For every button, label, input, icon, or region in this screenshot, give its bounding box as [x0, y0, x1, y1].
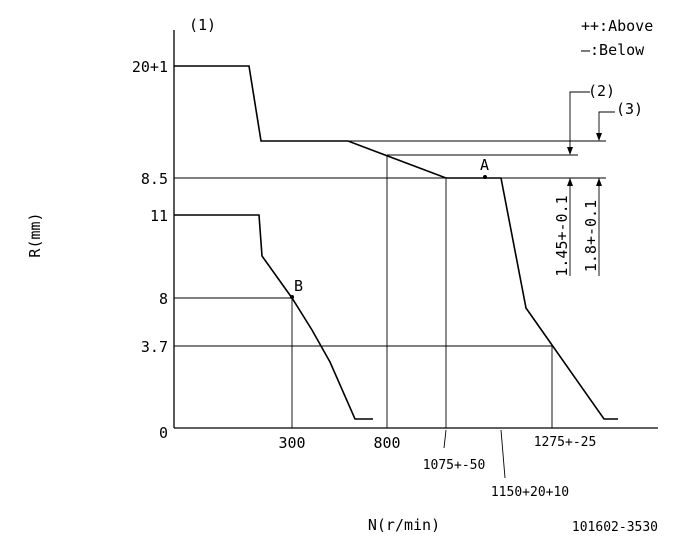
reference-lines — [174, 140, 606, 479]
leader-1075 — [443, 429, 447, 449]
x-tick-1150: 1150+20+10 — [491, 485, 569, 500]
x-tick-1075: 1075+-50 — [423, 458, 486, 473]
y-axis-title: R(mm) — [26, 212, 44, 257]
y-tick-11: 11 — [150, 207, 168, 225]
y-tick-8-5: 8.5 — [141, 170, 168, 188]
ref-label-3: (3) — [616, 100, 643, 118]
leader-3 — [598, 111, 615, 136]
leader-1150 — [500, 429, 506, 479]
legend-above: ++:Above — [581, 17, 653, 35]
point-a-marker — [483, 175, 487, 179]
dim-value-3: 1.8+-0.1 — [582, 200, 600, 272]
x-tick-1275: 1275+-25 — [534, 435, 597, 450]
point-a-label: A — [480, 156, 489, 174]
x-tick-300: 300 — [278, 434, 305, 452]
leader-2 — [569, 91, 590, 150]
arrow-2-down — [567, 147, 573, 155]
y-tick-0: 0 — [159, 424, 168, 442]
lower-curve — [174, 214, 373, 420]
arrow-3-up — [596, 178, 602, 186]
axes — [173, 30, 658, 429]
x-tick-800: 800 — [373, 434, 400, 452]
y-tick-8: 8 — [159, 290, 168, 308]
part-number: 101602-3530 — [572, 520, 658, 535]
x-axis-title: N(r/min) — [368, 516, 440, 534]
ref-label-2: (2) — [588, 82, 615, 100]
upper-curve — [174, 65, 618, 420]
ref-label-1: (1) — [189, 16, 216, 34]
y-tick-3-7: 3.7 — [141, 338, 168, 356]
dim-value-2: 1.45+-0.1 — [553, 195, 571, 276]
point-b-marker — [290, 295, 294, 299]
dimension-arrows — [567, 91, 615, 276]
point-b-label: B — [294, 277, 303, 295]
y-tick-20: 20+1 — [132, 58, 168, 76]
legend-below: —:Below — [581, 41, 645, 59]
arrow-2-up — [567, 178, 573, 186]
arrow-3-down — [596, 133, 602, 141]
